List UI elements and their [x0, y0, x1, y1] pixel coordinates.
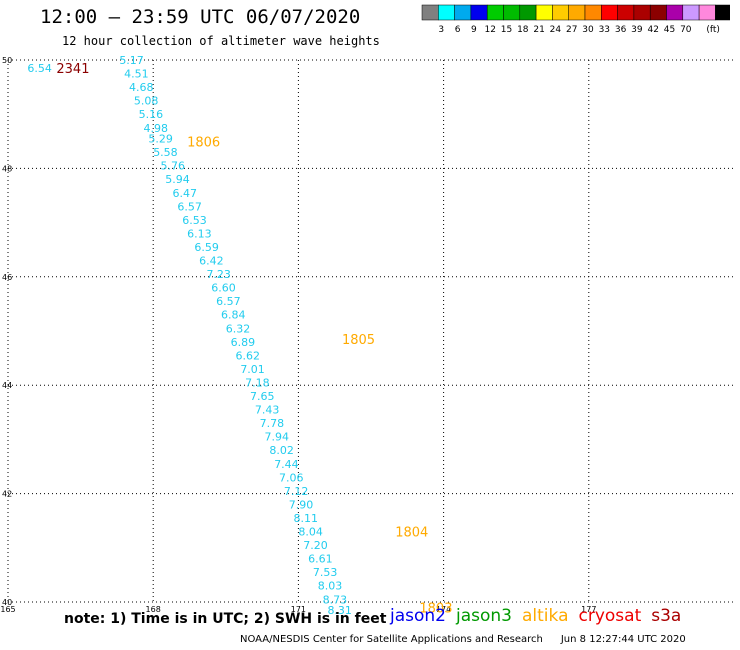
wave-height-label: 8.11: [294, 512, 319, 525]
wave-height-label: 6.53: [182, 214, 207, 227]
wave-height-values: 6.54 5.174.514.685.085.164.985.295.585.76…: [27, 54, 352, 617]
grid-lines: [7, 59, 734, 603]
legend-label: 21: [533, 25, 544, 35]
wave-height-label: 4.68: [129, 81, 154, 94]
legend-label: 70: [680, 25, 692, 35]
chart-subtitle: 12 hour collection of altimeter wave hei…: [62, 34, 380, 48]
wave-height-label: 5.08: [134, 95, 159, 108]
credit-text: NOAA/NESDIS Center for Satellite Applica…: [240, 634, 543, 645]
legend-label: 33: [599, 25, 610, 35]
wave-height-label: 7.12: [284, 485, 309, 498]
wave-height-label: 6.62: [235, 349, 259, 362]
wave-height-label: 7.01: [240, 363, 265, 376]
wave-height-label: 6.57: [177, 200, 202, 213]
lon-tick-label: 171: [291, 605, 306, 614]
wave-height-label: 4.98: [144, 122, 169, 135]
mission-label: jason2: [390, 606, 446, 626]
wave-height-label: 6.84: [221, 309, 246, 322]
lat-tick-label: 50: [2, 56, 12, 65]
wave-height-label: 7.23: [206, 268, 231, 281]
wave-height-label: 5.94: [165, 173, 190, 186]
lat-tick-label: 44: [2, 381, 12, 390]
lat-tick-label: 46: [2, 273, 12, 282]
wave-height-label: 6.60: [211, 282, 236, 295]
legend-label: 36: [615, 25, 627, 35]
wave-height-label: 6.42: [199, 255, 224, 268]
wave-height-label: 8.31: [327, 604, 352, 617]
wave-height-label: 8.73: [323, 593, 348, 606]
lon-tick-label: 177: [581, 605, 596, 614]
pass-time-label: 1804: [395, 526, 428, 541]
wave-height-label: 5.58: [153, 146, 178, 159]
legend-unit: (ft): [706, 25, 720, 35]
wave-height-label: 7.94: [265, 431, 290, 444]
wave-height-label: 6.13: [187, 227, 212, 240]
footer: NOAA/NESDIS Center for Satellite Applica…: [240, 634, 686, 645]
legend-label: 45: [664, 25, 675, 35]
mission-label: altika: [522, 606, 569, 626]
lon-tick-label: 168: [146, 605, 161, 614]
legend-label: 3: [438, 25, 444, 35]
wave-height-label: 7.78: [260, 417, 285, 430]
wave-height-label: 8.02: [269, 444, 294, 457]
axis-ticks: 165 168 171 174 177 40 42 44 46 48 50: [0, 56, 596, 614]
wave-height-label: 7.90: [289, 498, 314, 511]
chart-title: 12:00 – 23:59 UTC 06/07/2020: [40, 6, 361, 28]
wave-height-label: 7.20: [303, 539, 328, 552]
wave-height-label: 5.76: [160, 160, 185, 173]
pass-time-labels: 2341 1806 1805 1804 1803: [56, 62, 452, 616]
pass-time-label: 2341: [56, 62, 89, 77]
wave-height-label: 6.32: [226, 322, 251, 335]
legend-swatch: [715, 4, 730, 21]
lat-tick-label: 48: [2, 164, 12, 173]
wave-height-label: 7.06: [279, 471, 304, 484]
legend-label: 27: [566, 25, 577, 35]
mission-label: cryosat: [578, 606, 642, 626]
timestamp-text: Jun 8 12:27:44 UTC 2020: [560, 634, 686, 645]
legend-label: 42: [647, 25, 658, 35]
lon-tick-label: 165: [0, 605, 15, 614]
wave-height-label: 8.03: [318, 580, 343, 593]
pass-time-label: 1805: [342, 333, 375, 348]
wave-height-label: 6.59: [194, 241, 219, 254]
lat-tick-label: 40: [2, 598, 12, 607]
color-legend: 3 6 9 12 15 18 21 24 27 30 33 36 39 42 45 70 (ft): [421, 4, 730, 35]
lon-tick-label: 174: [436, 605, 451, 614]
wave-height-label: 6.61: [308, 553, 333, 566]
wave-height-label: 4.51: [124, 68, 149, 81]
mission-label: s3a: [651, 606, 682, 626]
pass-time-label: 1806: [187, 135, 220, 150]
wave-height-label: 5.29: [148, 133, 173, 146]
legend-label: 39: [631, 25, 643, 35]
wave-height-label: 7.65: [250, 390, 275, 403]
wave-height-label: 5.17: [119, 54, 144, 67]
pass-time-label: 1803: [419, 601, 452, 616]
mission-label: jason3: [456, 606, 512, 626]
legend-label: 30: [582, 25, 594, 35]
legend-label: 6: [455, 25, 461, 35]
wave-height-label: 6.54: [27, 62, 52, 75]
wave-height-label: 7.53: [313, 566, 338, 579]
wave-height-label: 7.44: [274, 458, 299, 471]
wave-height-label: 7.43: [255, 404, 280, 417]
lat-tick-label: 42: [2, 490, 12, 499]
wave-height-label: 6.57: [216, 295, 241, 308]
mission-legend: jason2 jason3 altika cryosat s3a: [390, 606, 691, 626]
legend-label: 9: [471, 25, 477, 35]
legend-label: 24: [550, 25, 562, 35]
legend-label: 18: [517, 25, 529, 35]
legend-label: 12: [484, 25, 495, 35]
legend-label: 15: [501, 25, 512, 35]
units-note: note: 1) Time is in UTC; 2) SWH is in fe…: [64, 611, 387, 627]
wave-height-label: 7.18: [245, 376, 270, 389]
wave-height-label: 5.16: [139, 108, 164, 121]
wave-height-label: 8.04: [298, 526, 323, 539]
wave-height-label: 6.89: [231, 336, 256, 349]
wave-height-label: 6.47: [173, 187, 198, 200]
